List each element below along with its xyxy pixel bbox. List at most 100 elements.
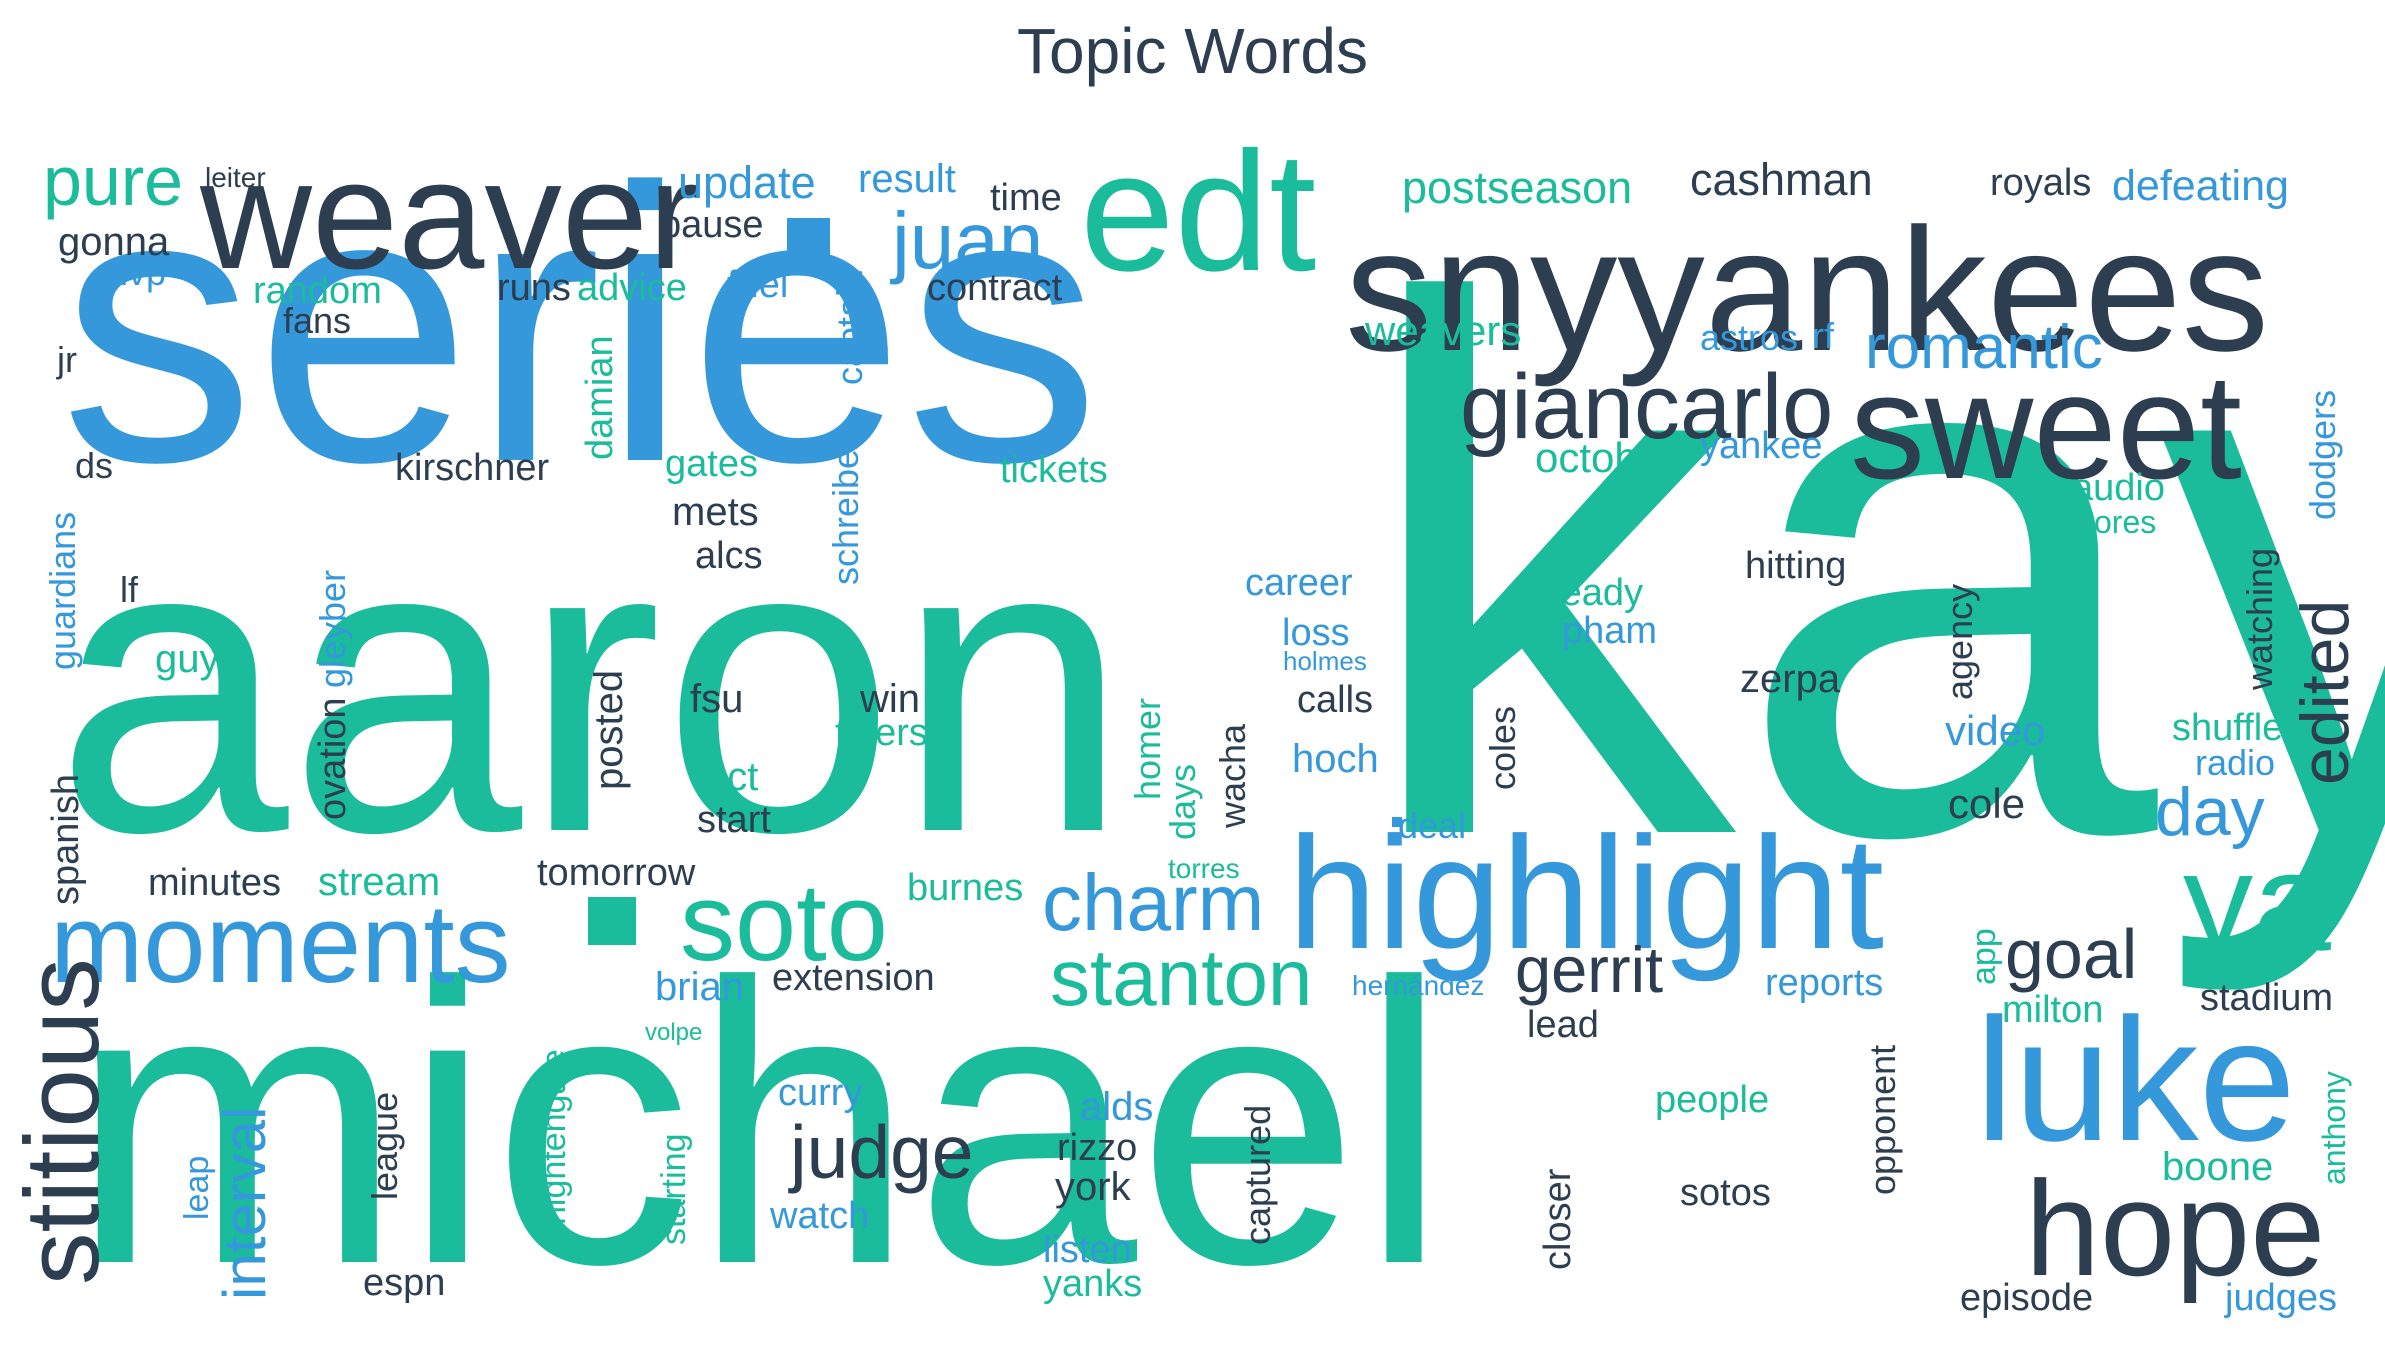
word-ya: ya (2183, 823, 2331, 980)
word-stream: stream (318, 860, 440, 904)
word-romantic: romantic (1865, 313, 2103, 382)
word-gleyber: gleyber (312, 570, 353, 688)
word-sotos: sotos (1680, 1172, 1771, 1214)
word-volpe: volpe (645, 1019, 702, 1046)
word-advice: advice (577, 267, 687, 309)
word-rf: rf (1812, 315, 1835, 356)
word-homer: homer (1127, 698, 1168, 800)
word-edt: edt (1080, 117, 1316, 307)
word-lf: lf (120, 569, 139, 610)
word-defeating: defeating (2112, 162, 2289, 210)
word-kirschner: kirschner (395, 447, 549, 489)
word-october: october (1535, 434, 1675, 481)
cloud-block-2 (1392, 817, 1402, 827)
word-extension: extension (772, 957, 935, 999)
word-yanks: yanks (1043, 1263, 1142, 1305)
word-alds: alds (1080, 1085, 1153, 1129)
word-schreiber: schreiber (825, 437, 866, 585)
word-runs: runs (497, 267, 571, 309)
word-giancarlo: giancarlo (1460, 356, 1833, 458)
word-time: time (990, 177, 1062, 219)
word-rbi: rbi (1452, 468, 1477, 492)
word-soto: soto (680, 861, 888, 984)
word-ovation: ovation (312, 697, 354, 820)
word-hern-ndez: hernández (1352, 970, 1484, 1001)
word-guardians: guardians (42, 512, 83, 670)
word-tickets: tickets (1000, 449, 1108, 491)
word-anthony: anthony (2316, 1071, 2352, 1185)
word-start: start (697, 799, 771, 841)
word-burnes: burnes (907, 867, 1023, 909)
word-career: career (1245, 562, 1353, 604)
word-boone: boone (2162, 1145, 2273, 1189)
word-judges: judges (2224, 1277, 2337, 1319)
word-curry: curry (778, 1072, 862, 1114)
word-tomorrow: tomorrow (537, 852, 696, 894)
chart-title: Topic Words (1017, 15, 1368, 87)
word-episode: episode (1960, 1277, 2093, 1319)
word-day: day (2155, 774, 2265, 850)
word-spanish: spanish (45, 774, 87, 905)
word-ready: ready (1548, 572, 1643, 614)
word-nightengale: nightengale (535, 1049, 573, 1225)
word-watching: watching (2239, 548, 2280, 691)
word-michael: michael (70, 900, 1448, 1347)
word-watch: watch (769, 1195, 869, 1237)
word-series: series (60, 107, 1100, 543)
word-video: video (1945, 707, 2045, 754)
word-mvp: mvp (98, 252, 166, 293)
word-luke: luke (1975, 983, 2296, 1178)
word-wacha: wacha (1212, 723, 1253, 829)
word-stadium: stadium (2200, 977, 2333, 1019)
word-gates: gates (665, 443, 758, 485)
word-gerrit: gerrit (1515, 933, 1663, 1006)
word-zerpa: zerpa (1740, 657, 1841, 701)
word-stitious: stitious (4, 958, 121, 1285)
word-leiter: leiter (205, 162, 266, 193)
word-yankee: yankee (1700, 425, 1823, 467)
word-postseason: postseason (1402, 162, 1632, 213)
word-charm: charm (1042, 858, 1264, 947)
word-loss: loss (1282, 612, 1350, 654)
word-shuffle: shuffle (2172, 707, 2283, 749)
word-footage: footage (427, 1135, 465, 1248)
word-app: app (1965, 928, 2003, 985)
word-aaron: aaron (55, 451, 1129, 920)
word-fuel: fuel (727, 264, 788, 306)
word-mets: mets (672, 490, 759, 534)
word-gonna: gonna (58, 220, 170, 264)
word-oct: oct (705, 755, 758, 799)
word-damian: damian (579, 335, 621, 460)
word-guys: guys (155, 637, 240, 681)
word-pure: pure (43, 142, 183, 220)
word-dodgers: dodgers (2302, 390, 2343, 520)
word-holmes: holmes (1283, 646, 1367, 676)
word-weaver: weaver (199, 128, 700, 301)
word-win: win (859, 677, 920, 721)
word-opponent: opponent (1862, 1045, 1903, 1195)
word-juan: juan (890, 196, 1043, 285)
word-espn: espn (363, 1262, 445, 1304)
word-captain: captain (829, 269, 870, 385)
word-hoch: hoch (1292, 737, 1379, 781)
word-tigers: tigers (835, 712, 928, 754)
word-league: league (364, 1092, 405, 1200)
word-judge: judge (788, 1110, 974, 1194)
word-reports: reports (1765, 962, 1883, 1004)
word-interval: interval (211, 1107, 278, 1300)
word-astros: astros (1700, 317, 1798, 358)
word-posted: posted (587, 670, 631, 790)
word-random: random (253, 270, 382, 312)
word-hope: hope (2025, 1153, 2325, 1304)
word-kay: kay (1355, 145, 2385, 998)
word-minutes: minutes (148, 862, 281, 904)
word-leap: leap (178, 1156, 216, 1220)
word-hitting: hitting (1745, 545, 1846, 587)
word-stanton: stanton (1050, 933, 1312, 1022)
word-fans: fans (283, 300, 351, 341)
word-pham: pham (1562, 610, 1657, 652)
word-milton: milton (2002, 989, 2103, 1031)
word-scores: scores (2062, 504, 2156, 540)
word-jr: jr (56, 339, 77, 380)
